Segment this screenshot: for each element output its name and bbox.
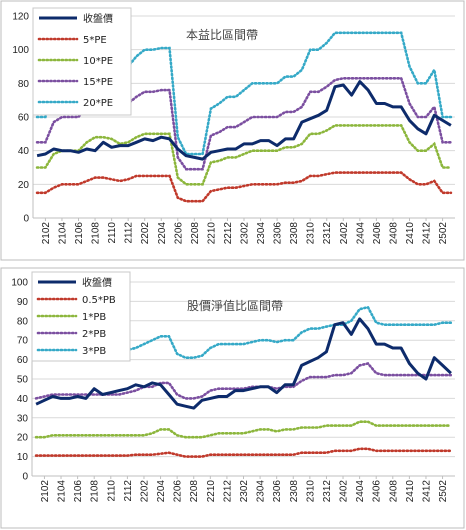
pb-y-tick-label: 20 bbox=[17, 433, 29, 444]
pe-x-tick-label: 2502 bbox=[438, 222, 449, 245]
pb-x-tick-label: 2302 bbox=[239, 480, 250, 503]
pe-y-tick-label: 60 bbox=[18, 113, 30, 124]
pb-legend-label: 1*PB bbox=[82, 312, 106, 323]
pb-x-tick-label: 2304 bbox=[256, 480, 267, 503]
pb-x-tick-label: 2306 bbox=[272, 480, 283, 503]
pe-x-tick-label: 2306 bbox=[273, 222, 284, 245]
pe-legend: 收盤價 5*PE 10*PE 15*PE 20*PE bbox=[32, 7, 132, 116]
pe-legend-box bbox=[32, 7, 132, 116]
pe-x-tick-label: 2110 bbox=[107, 222, 118, 244]
pb-x-tick-label: 2112 bbox=[123, 480, 134, 502]
pe-x-tick-label: 2308 bbox=[289, 222, 300, 245]
pe-x-tick-label: 2406 bbox=[372, 222, 383, 245]
pe-x-tick-label: 2112 bbox=[124, 222, 135, 244]
pb-x-tick-label: 2408 bbox=[388, 480, 399, 503]
pb-x-tick-label: 2104 bbox=[57, 480, 68, 503]
pb-y-tick-labels: 0 10 20 30 40 50 60 70 80 90 100 bbox=[11, 278, 28, 483]
pe-x-tick-label: 2210 bbox=[206, 222, 217, 245]
pb-legend-label: 2*PB bbox=[82, 329, 106, 340]
pe-x-tick-label: 2312 bbox=[322, 222, 333, 245]
pe-x-tick-label: 2302 bbox=[240, 222, 251, 245]
pb-x-tick-label: 2502 bbox=[438, 480, 449, 503]
pb-chart-title: 股價淨值比區間帶 bbox=[187, 298, 283, 313]
pb-x-tick-label: 2308 bbox=[289, 480, 300, 503]
pb-x-tick-label: 2206 bbox=[173, 480, 184, 503]
pe-x-tick-label: 2408 bbox=[388, 222, 399, 245]
pb-series-2-line bbox=[34, 420, 453, 439]
pb-series-0-line bbox=[35, 317, 452, 410]
pe-x-tick-label: 2410 bbox=[405, 222, 416, 245]
pe-x-tick-label: 2106 bbox=[74, 222, 85, 245]
pb-x-tick-label: 2102 bbox=[40, 480, 51, 503]
pe-legend-label: 10*PE bbox=[83, 56, 113, 67]
pb-x-tick-label: 2204 bbox=[156, 480, 167, 503]
pe-y-tick-label: 20 bbox=[18, 180, 30, 191]
pe-y-tick-label: 40 bbox=[18, 146, 30, 157]
pe-legend-label: 5*PE bbox=[83, 35, 107, 46]
pe-x-tick-label: 2104 bbox=[57, 222, 68, 245]
pe-x-tick-label: 2304 bbox=[256, 222, 267, 245]
pe-y-tick-label: 100 bbox=[12, 45, 29, 56]
pb-x-tick-label: 2404 bbox=[355, 480, 366, 503]
pb-y-tick-label: 10 bbox=[17, 452, 29, 463]
pe-x-tick-label: 2404 bbox=[355, 222, 366, 245]
pe-x-tick-label: 2102 bbox=[41, 222, 52, 245]
pe-series-0-line bbox=[36, 80, 452, 161]
pb-y-tick-label: 90 bbox=[17, 297, 29, 308]
pe-legend-label: 收盤價 bbox=[83, 12, 113, 25]
pe-series-1-line bbox=[35, 171, 453, 203]
pe-x-tick-labels: 2102 2104 2106 2108 2110 2112 2202 2204 2206 2208… bbox=[41, 218, 449, 244]
pe-legend-label: 20*PE bbox=[83, 98, 113, 109]
pe-band-chart: 0 20 40 60 80 100 120 2102 2104 2106 2108 2110 2112… bbox=[0, 0, 465, 261]
pb-y-tick-label: 60 bbox=[17, 355, 29, 366]
pe-x-tick-label: 2412 bbox=[422, 222, 433, 245]
pe-x-tick-label: 2108 bbox=[91, 222, 102, 245]
pb-legend: 收盤價 0.5*PB 1*PB 2*PB 3*PB bbox=[31, 271, 131, 362]
pb-x-tick-label: 2208 bbox=[189, 480, 200, 503]
pe-x-tick-label: 2310 bbox=[306, 222, 317, 245]
pb-x-tick-label: 2310 bbox=[305, 480, 316, 503]
pb-y-tick-label: 50 bbox=[17, 375, 29, 386]
pb-x-tick-label: 2212 bbox=[222, 480, 233, 503]
pb-x-tick-label: 2312 bbox=[322, 480, 333, 503]
pb-legend-label: 0.5*PB bbox=[82, 295, 116, 306]
pb-x-tick-label: 2108 bbox=[90, 480, 101, 503]
pb-y-tick-label: 70 bbox=[17, 336, 29, 347]
pe-y-tick-label: 0 bbox=[23, 214, 29, 225]
pb-x-tick-label: 2406 bbox=[372, 480, 383, 503]
pb-series-1-line bbox=[34, 447, 453, 458]
pe-x-tick-label: 2206 bbox=[173, 222, 184, 245]
pb-x-tick-label: 2110 bbox=[106, 480, 117, 502]
pb-x-tick-labels: 2102 2104 2106 2108 2110 2112 2202 2204 2206 2208… bbox=[40, 476, 449, 502]
pb-x-tick-label: 2410 bbox=[405, 480, 416, 503]
pb-x-tick-label: 2412 bbox=[421, 480, 432, 503]
pb-x-tick-label: 2202 bbox=[139, 480, 150, 503]
pb-x-tick-label: 2210 bbox=[206, 480, 217, 503]
pb-x-tick-label: 2402 bbox=[339, 480, 350, 503]
pe-chart-title: 本益比區間帶 bbox=[186, 28, 258, 42]
pb-y-tick-label: 30 bbox=[17, 413, 29, 424]
pe-y-tick-labels: 0 20 40 60 80 100 120 bbox=[12, 12, 29, 225]
pb-legend-label: 3*PB bbox=[82, 346, 106, 357]
pe-x-tick-label: 2204 bbox=[157, 222, 168, 245]
pe-y-tick-label: 120 bbox=[12, 12, 29, 23]
pe-x-tick-label: 2402 bbox=[339, 222, 350, 245]
pb-y-tick-label: 100 bbox=[11, 278, 28, 289]
pe-legend-label: 15*PE bbox=[83, 77, 113, 88]
pb-x-tick-label: 2106 bbox=[73, 480, 84, 503]
pb-y-tick-label: 40 bbox=[17, 394, 29, 405]
pe-x-tick-label: 2202 bbox=[140, 222, 151, 245]
pb-legend-label: 收盤價 bbox=[82, 276, 112, 289]
pe-series-2-line bbox=[35, 124, 453, 186]
pb-y-tick-label: 0 bbox=[22, 472, 28, 483]
pb-y-tick-label: 80 bbox=[17, 316, 29, 327]
pe-x-tick-label: 2212 bbox=[223, 222, 234, 245]
pb-series-lines bbox=[34, 305, 453, 458]
pe-y-tick-label: 80 bbox=[18, 79, 30, 90]
pe-x-tick-label: 2208 bbox=[190, 222, 201, 245]
